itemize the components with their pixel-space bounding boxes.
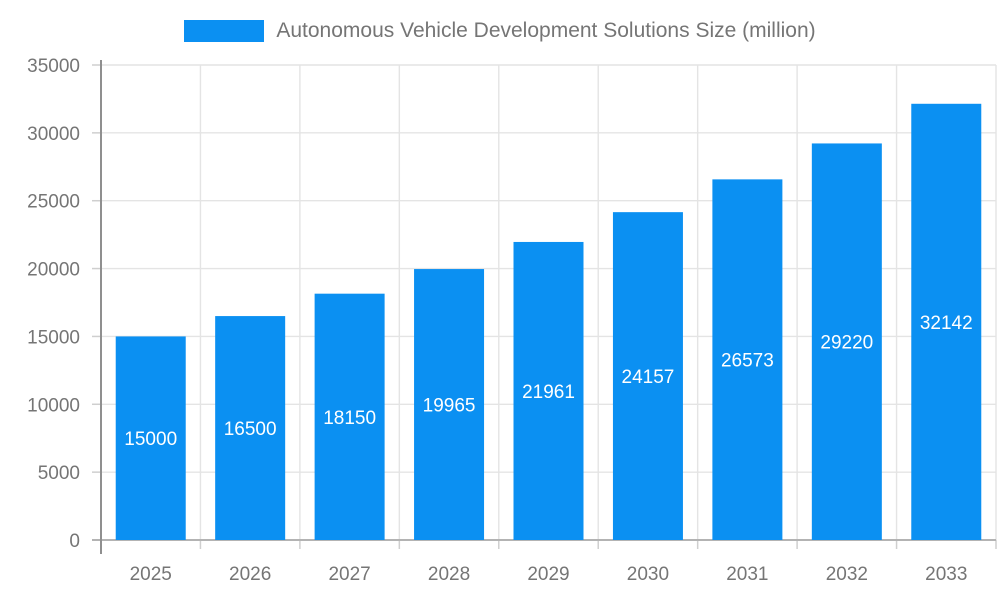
y-tick-label: 0 (69, 531, 80, 552)
bar-2028 (414, 269, 485, 540)
bar-value-label-2026: 16500 (224, 419, 277, 440)
x-tick-label: 2029 (527, 564, 569, 585)
x-tick-label: 2028 (428, 564, 470, 585)
y-tick-label: 15000 (27, 327, 80, 348)
y-tick-label: 25000 (27, 192, 80, 213)
y-tick-label: 5000 (38, 463, 80, 484)
bar-value-label-2033: 32142 (920, 313, 973, 334)
bar-value-label-2031: 26573 (721, 351, 774, 372)
y-tick-label: 35000 (27, 56, 80, 77)
x-tick-label: 2026 (229, 564, 271, 585)
x-tick-label: 2025 (130, 564, 172, 585)
x-tick-label: 2033 (925, 564, 967, 585)
x-tick-label: 2030 (627, 564, 669, 585)
bar-value-label-2025: 15000 (124, 429, 177, 450)
bar-2029 (513, 241, 584, 540)
bar-2031 (712, 179, 783, 540)
bar-2032 (811, 143, 882, 540)
bar-2026 (215, 316, 286, 540)
bar-2027 (314, 293, 385, 540)
bar-2025 (115, 336, 186, 540)
bar-2030 (612, 212, 683, 540)
bar-2033 (911, 103, 982, 540)
bar-value-label-2032: 29220 (820, 333, 873, 354)
bar-value-label-2030: 24157 (622, 367, 675, 388)
bar-value-label-2028: 19965 (423, 396, 476, 417)
y-tick-label: 10000 (27, 395, 80, 416)
y-tick-label: 30000 (27, 124, 80, 145)
x-tick-label: 2031 (726, 564, 768, 585)
x-tick-label: 2027 (328, 564, 370, 585)
y-tick-label: 20000 (27, 260, 80, 281)
bar-value-label-2027: 18150 (323, 408, 376, 429)
bar-value-label-2029: 21961 (522, 382, 575, 403)
x-tick-label: 2032 (826, 564, 868, 585)
